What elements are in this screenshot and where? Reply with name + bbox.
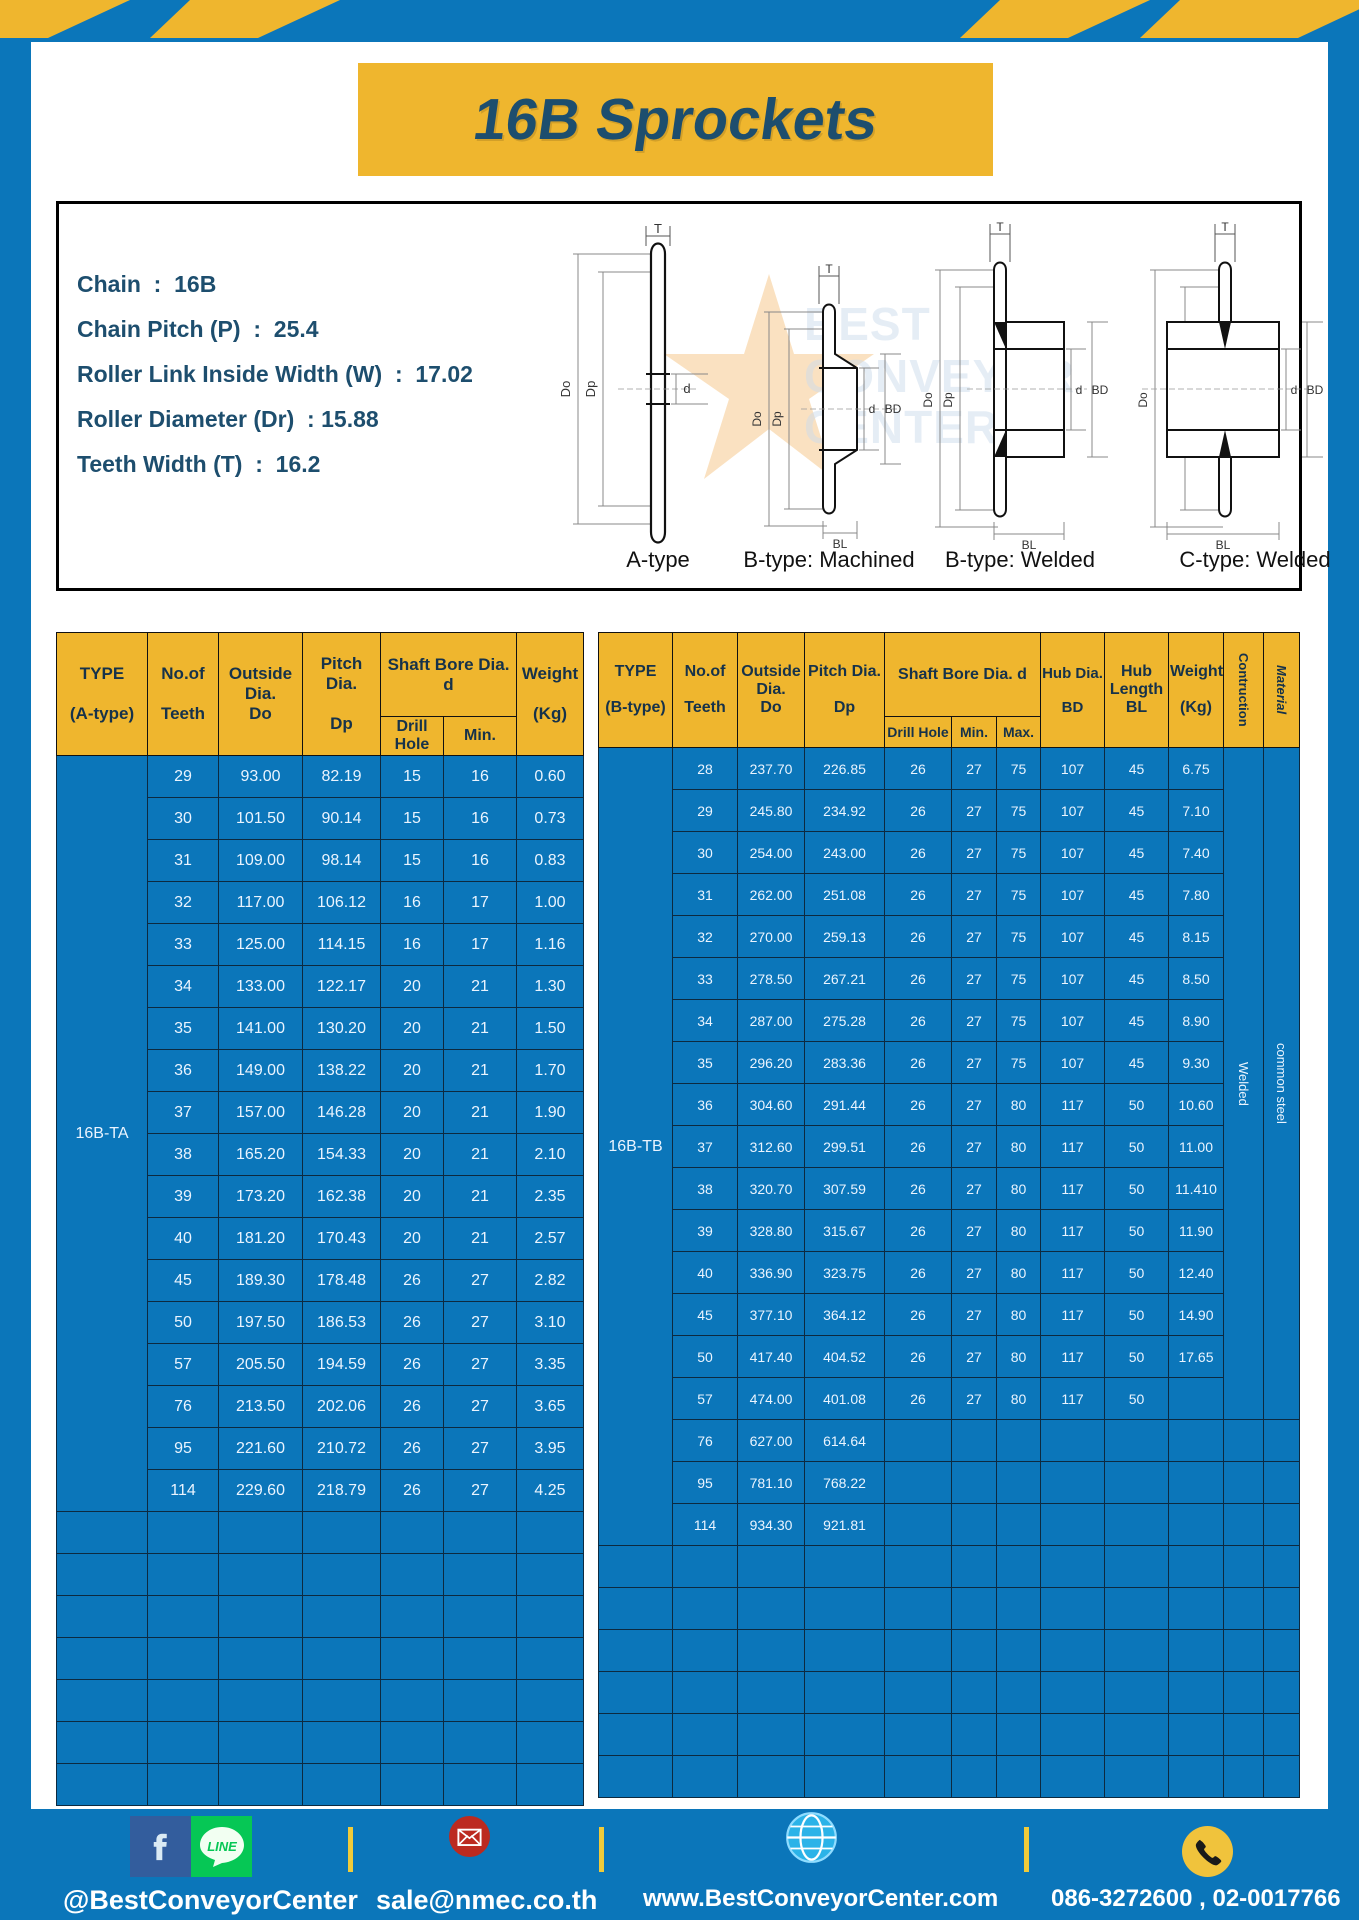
svg-text:LINE: LINE — [207, 1839, 237, 1854]
svg-text:Do: Do — [558, 381, 573, 398]
svg-text:Do: Do — [750, 411, 764, 427]
svg-text:Dp: Dp — [770, 411, 784, 427]
svg-text:T: T — [996, 220, 1004, 234]
svg-text:Dp: Dp — [583, 381, 598, 398]
svg-text:BD: BD — [1307, 383, 1324, 397]
svg-text:d: d — [1291, 383, 1298, 397]
svg-text:Dp: Dp — [941, 392, 955, 408]
svg-text:T: T — [825, 262, 833, 276]
svg-text:BD: BD — [885, 402, 902, 416]
svg-text:Do: Do — [921, 392, 935, 408]
svg-text:BD: BD — [1092, 383, 1109, 397]
svg-text:BL: BL — [1022, 538, 1037, 552]
svg-text:Do: Do — [1136, 392, 1150, 408]
svg-text:BL: BL — [1216, 538, 1231, 552]
svg-text:T: T — [1221, 220, 1229, 234]
svg-text:d: d — [1076, 383, 1083, 397]
svg-text:T: T — [654, 224, 662, 236]
svg-text:BL: BL — [833, 537, 848, 551]
svg-text:d: d — [869, 402, 876, 416]
svg-text:d: d — [683, 381, 690, 396]
